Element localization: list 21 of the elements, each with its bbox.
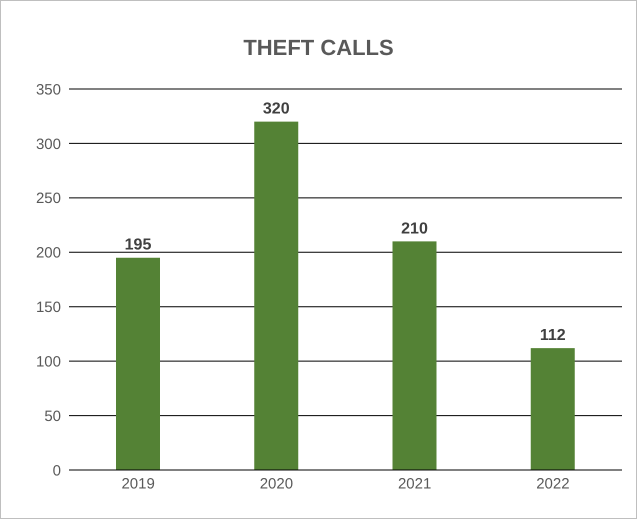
bar — [530, 348, 575, 470]
y-tick-label: 100 — [36, 353, 61, 370]
y-tick-label: 300 — [36, 136, 61, 153]
x-tick-label: 2020 — [260, 476, 294, 493]
y-tick-label: 250 — [36, 190, 61, 208]
data-label: 195 — [124, 236, 152, 254]
x-tick-label: 2021 — [398, 476, 432, 493]
y-tick-label: 0 — [52, 462, 61, 480]
bar — [116, 258, 160, 470]
y-tick-label: 150 — [36, 299, 61, 316]
chart-title: THEFT CALLS — [242, 35, 395, 61]
bar — [254, 122, 298, 470]
x-tick-label: 2022 — [536, 476, 570, 493]
x-tick-label: 2019 — [121, 476, 155, 493]
y-tick-label: 50 — [44, 408, 61, 425]
data-label: 320 — [262, 100, 290, 118]
data-label: 210 — [401, 220, 428, 238]
y-tick-label: 200 — [36, 244, 61, 262]
bar — [392, 241, 436, 470]
data-label: 112 — [540, 327, 566, 344]
y-tick-label: 350 — [36, 81, 61, 98]
